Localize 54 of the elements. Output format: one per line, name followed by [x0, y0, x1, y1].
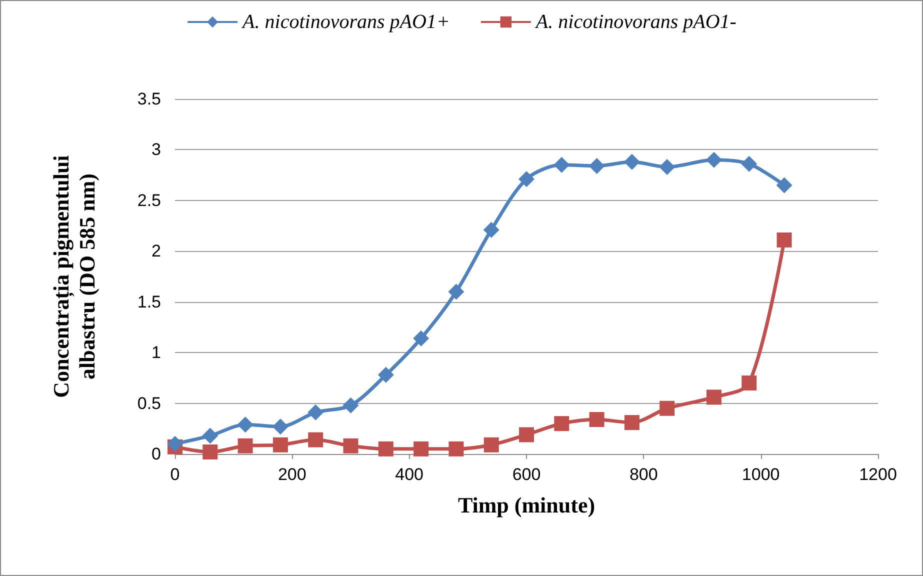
legend-label: A. nicotinovorans pAO1+ [240, 11, 450, 33]
point [202, 428, 218, 444]
point [413, 330, 430, 346]
point [706, 390, 722, 405]
point [483, 222, 500, 238]
x-tick-label: 1200 [859, 465, 897, 484]
point [659, 158, 676, 175]
y-axis-title: Concentrația pigmentului albastru (DO 585 nm) [48, 155, 100, 398]
point [308, 432, 324, 448]
y-tick-label: 3.5 [137, 90, 161, 108]
point [448, 441, 464, 456]
point [706, 152, 722, 168]
y-tick-label: 1 [152, 343, 161, 362]
point [414, 441, 429, 456]
point [308, 404, 324, 420]
y-tick-label: 1.5 [137, 292, 161, 312]
x-tick-label: 800 [629, 465, 658, 484]
point [589, 412, 604, 428]
point [554, 416, 570, 432]
point [660, 400, 675, 416]
point [237, 416, 254, 433]
point [343, 438, 358, 454]
point [776, 177, 792, 194]
y-tick-label: 0.5 [137, 394, 161, 413]
y-tick-label: 2.5 [137, 190, 161, 210]
point [342, 397, 359, 414]
point [238, 438, 253, 454]
y-tick-label: 3 [152, 140, 161, 160]
point [624, 415, 640, 430]
point [167, 436, 183, 452]
x-tick-label: 0 [170, 465, 180, 484]
x-tick-label: 600 [512, 465, 541, 484]
x-tick-label: 1000 [742, 465, 780, 484]
y-tick-label: 2 [152, 242, 161, 261]
point [202, 444, 218, 460]
point [484, 437, 499, 452]
point [272, 418, 288, 435]
point [776, 232, 792, 248]
point [448, 284, 464, 300]
point [272, 437, 288, 452]
x-tick-label: 400 [395, 465, 424, 484]
point [378, 441, 394, 456]
y-tick-label: 0 [152, 444, 161, 464]
point [518, 171, 534, 188]
legend-label: A. nicotinovorans pAO1- [534, 11, 736, 33]
point [741, 156, 758, 172]
point [588, 158, 605, 174]
point [624, 154, 640, 170]
point [554, 156, 570, 173]
point [742, 376, 757, 390]
point [519, 427, 534, 442]
x-tick-label: 200 [278, 465, 306, 484]
point [378, 366, 394, 383]
x-axis-title: Timp (minute) [458, 492, 596, 518]
